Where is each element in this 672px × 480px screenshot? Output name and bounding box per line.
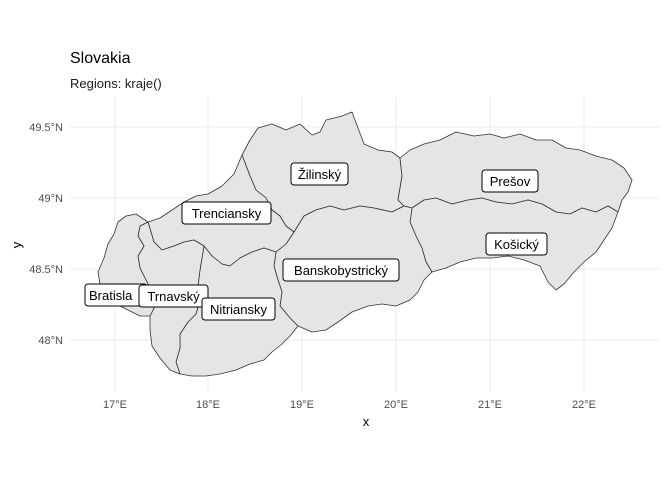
label-zilinsky: Žilinský xyxy=(290,162,349,186)
svg-text:Trenciansky: Trenciansky xyxy=(192,206,262,221)
x-axis-title: x xyxy=(363,414,370,429)
svg-text:Trnavský: Trnavský xyxy=(147,289,200,304)
x-tick-label: 19°E xyxy=(290,399,314,411)
label-trenciansky: Trenciansky xyxy=(181,201,272,225)
x-tick-label: 20°E xyxy=(384,399,408,411)
x-tick-label: 18°E xyxy=(196,399,220,411)
region-labels: Žilinský Prešov Trenciansky Košický Bans… xyxy=(84,162,548,321)
svg-text:Nitriansky: Nitriansky xyxy=(210,302,268,317)
x-tick-label: 21°E xyxy=(478,399,502,411)
y-axis-ticks: 49.5°N 49°N 48.5°N 48°N xyxy=(29,122,63,347)
x-axis-ticks: 17°E 18°E 19°E 20°E 21°E 22°E xyxy=(103,399,596,411)
label-banskobystricky: Banskobystrický xyxy=(282,258,400,282)
x-tick-label: 17°E xyxy=(103,399,127,411)
x-tick-label: 22°E xyxy=(572,399,596,411)
label-kosicky: Košický xyxy=(485,232,548,256)
svg-text:Bratisla: Bratisla xyxy=(89,288,133,303)
svg-text:Košický: Košický xyxy=(494,237,539,252)
y-tick-label: 49.5°N xyxy=(29,122,63,134)
label-nitriansky: Nitriansky xyxy=(201,297,276,321)
label-bratislavsky: Bratisla xyxy=(84,283,148,307)
svg-text:Žilinský: Žilinský xyxy=(298,167,342,182)
regions xyxy=(97,111,633,377)
y-tick-label: 48°N xyxy=(38,335,63,347)
chart-subtitle: Regions: kraje() xyxy=(70,76,162,91)
chart-title: Slovakia xyxy=(70,50,131,67)
label-trnavsky: Trnavský xyxy=(138,284,209,308)
svg-text:Prešov: Prešov xyxy=(490,174,531,189)
svg-text:Banskobystrický: Banskobystrický xyxy=(294,263,388,278)
label-presov: Prešov xyxy=(481,169,539,193)
y-axis-title: y xyxy=(9,241,24,248)
y-tick-label: 49°N xyxy=(38,193,63,205)
y-tick-label: 48.5°N xyxy=(29,264,63,276)
